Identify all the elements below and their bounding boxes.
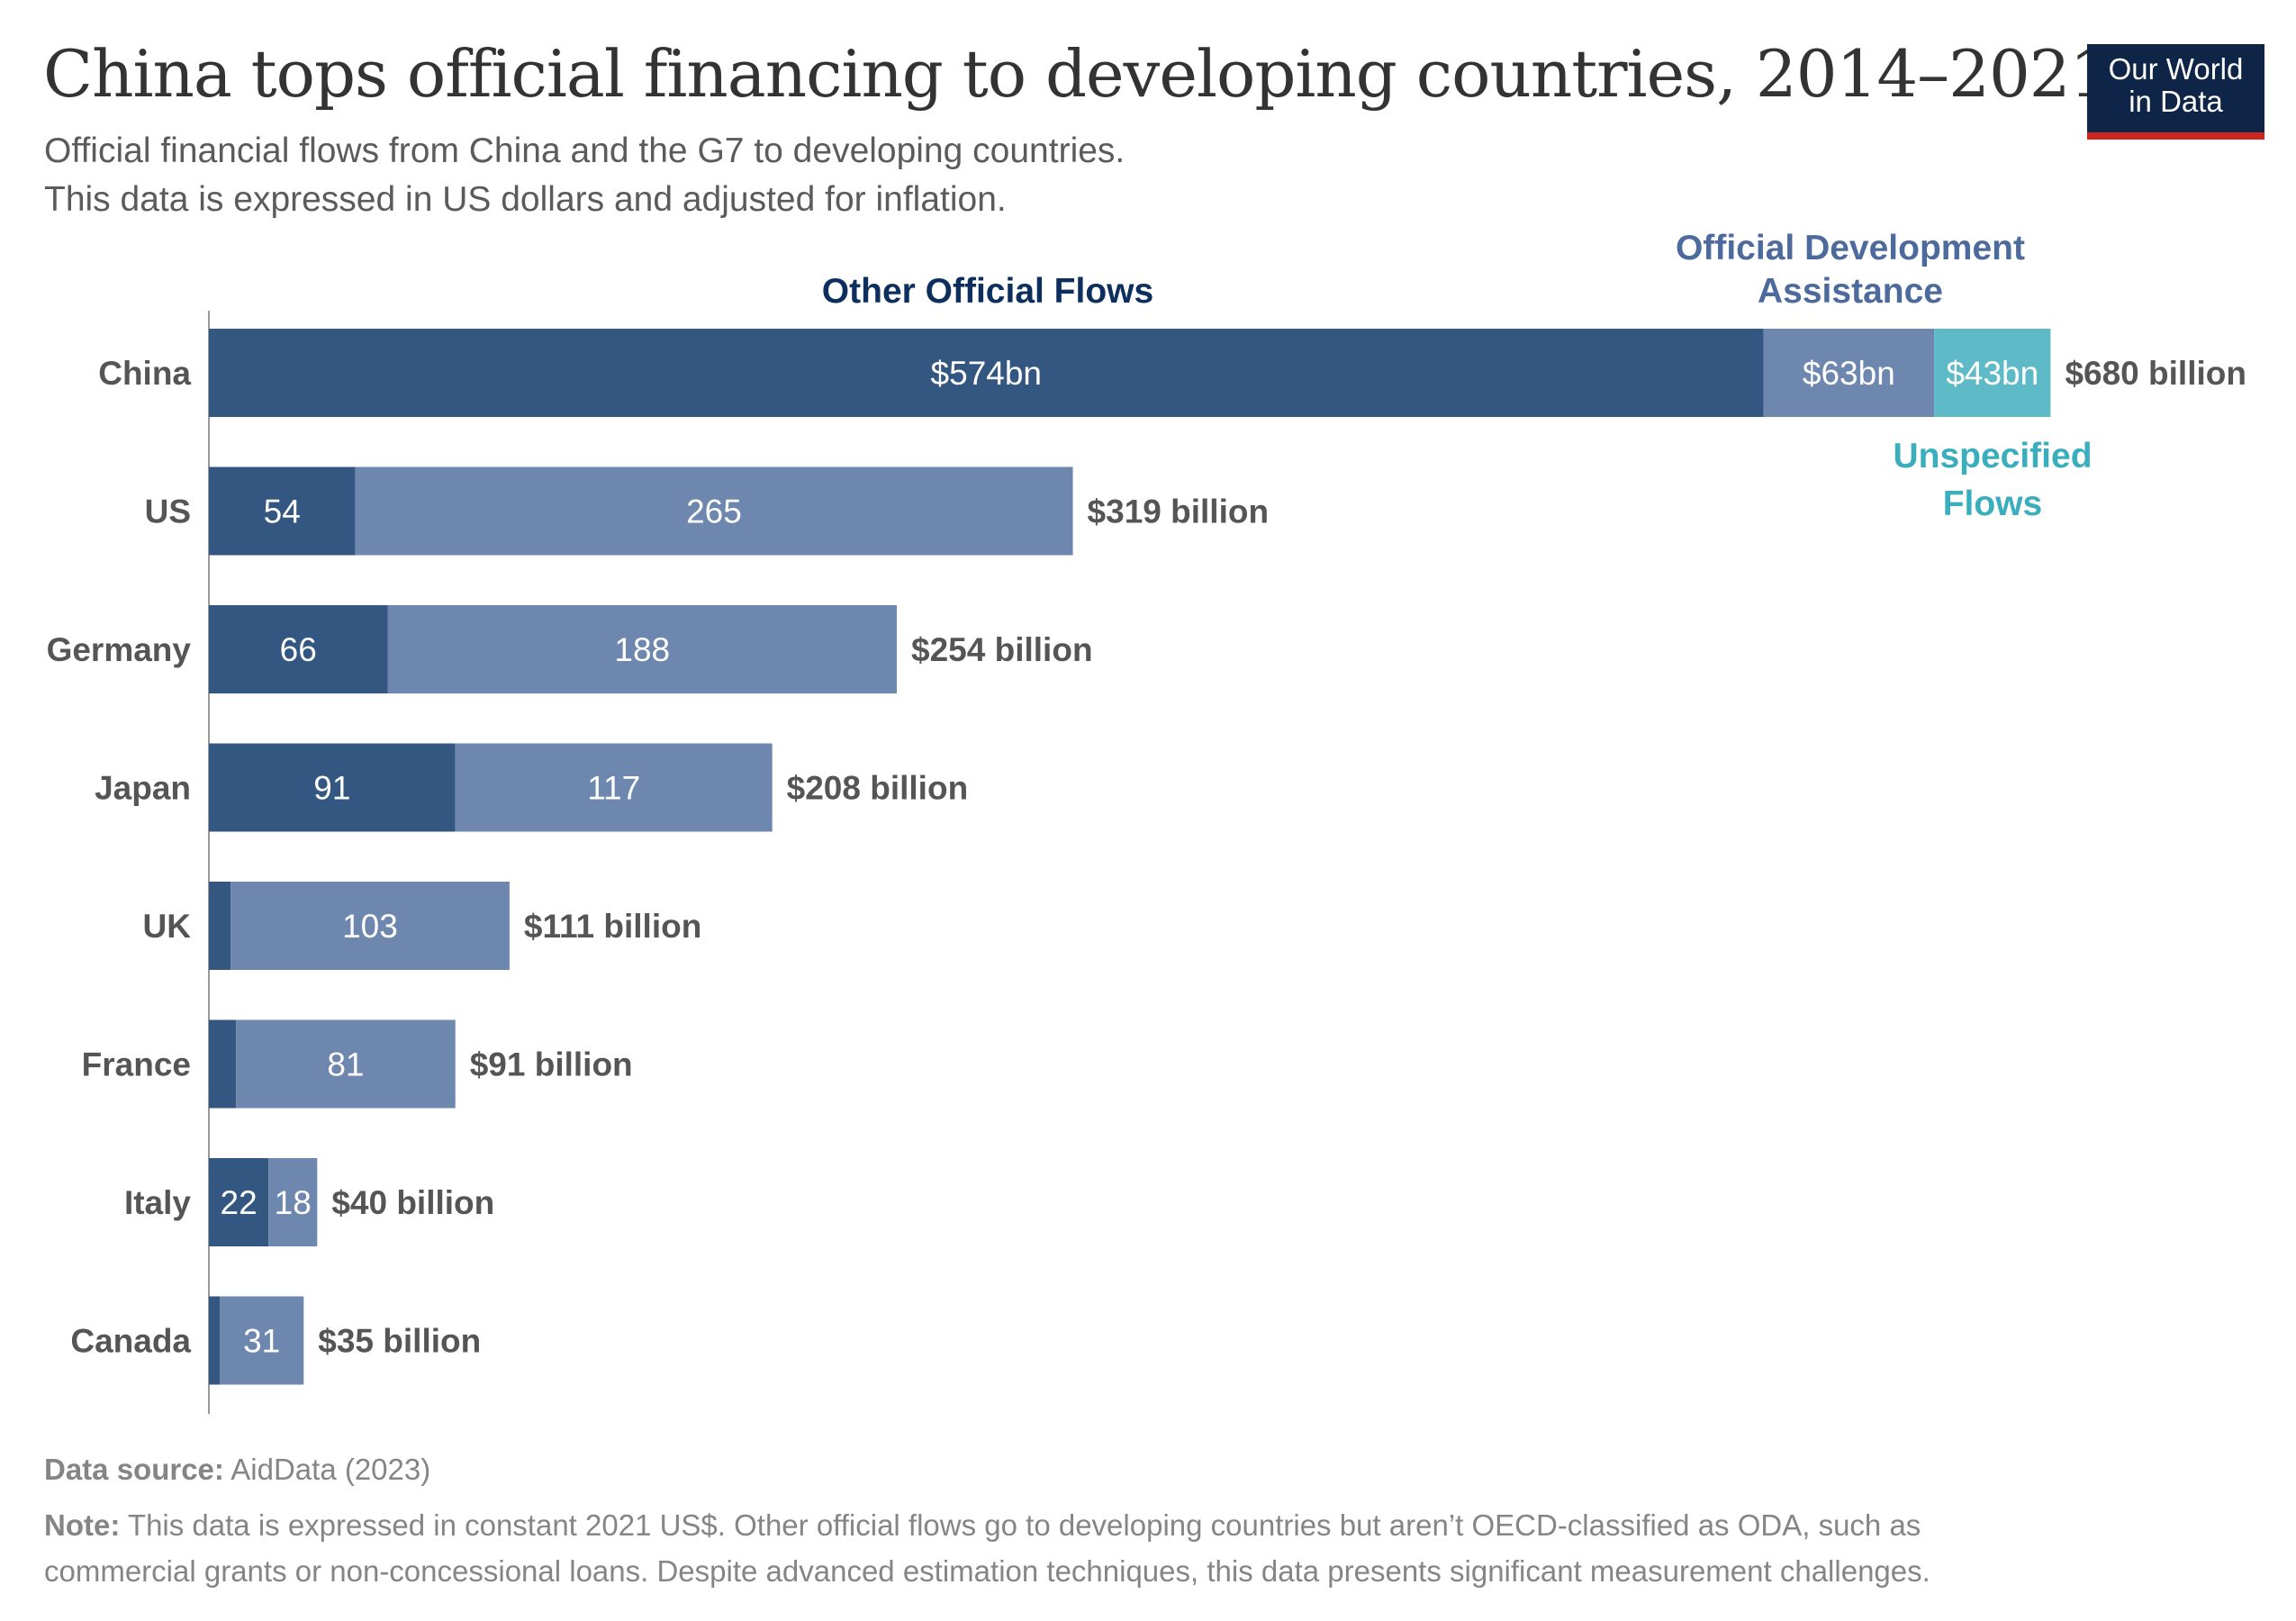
category-label-canada: Canada [70, 1323, 191, 1360]
series-label-1-line-1: Assistance [1758, 272, 1943, 311]
data-label-france-series-1: 81 [327, 1046, 364, 1083]
data-label-italy-series-1: 18 [275, 1184, 312, 1221]
data-label-uk-series-1: 103 [342, 908, 398, 945]
total-label-canada: $35 billion [318, 1323, 481, 1360]
total-label-us: $319 billion [1088, 494, 1270, 530]
data-label-china-series-2: $43bn [1946, 355, 2038, 392]
bar-japan-series-0 [209, 743, 456, 832]
chart-subtitle-line2: This data is expressed in US dollars and… [44, 180, 1007, 219]
data-source: Data source: AidData (2023) [44, 1453, 430, 1487]
series-label-1-line-0: Official Development [1676, 229, 2025, 267]
series-label-0-line-0: Other Official Flows [822, 272, 1153, 311]
note-text-1: This data is expressed in constant 2021 … [127, 1508, 1921, 1542]
bar-germany-series-1 [387, 605, 898, 693]
category-label-japan: Japan [95, 770, 191, 807]
bar-china-series-0 [209, 329, 1764, 417]
data-label-us-series-1: 265 [686, 494, 742, 530]
source-text: AidData (2023) [231, 1453, 431, 1486]
bar-france-series-0 [209, 1019, 237, 1109]
total-label-uk: $111 billion [524, 908, 701, 945]
bar-france-series-1 [236, 1019, 456, 1109]
bar-italy-series-0 [209, 1158, 269, 1246]
category-label-france: France [82, 1046, 191, 1083]
total-label-china: $680 billion [2065, 355, 2246, 392]
category-label-us: US [145, 494, 191, 530]
logo-line2: in Data [2129, 85, 2223, 118]
category-label-china: China [98, 355, 191, 392]
bar-italy-series-1 [268, 1158, 318, 1246]
bar-canada-series-0 [209, 1296, 221, 1385]
category-label-uk: UK [143, 908, 192, 945]
bar-uk-series-1 [231, 882, 510, 970]
bar-china-series-1 [1763, 329, 1935, 417]
series-label-2-line-0: Unspecified [1893, 437, 2092, 475]
series-label-2-line-1: Flows [1943, 484, 2043, 523]
note-line2: commercial grants or non-concessional lo… [44, 1554, 1930, 1588]
data-label-china-series-0: $574bn [931, 355, 1042, 392]
source-label: Data source: [44, 1453, 224, 1486]
chart-title: China tops official financing to develop… [43, 36, 2111, 112]
data-label-us-series-0: 54 [264, 494, 301, 530]
note-label: Note: [44, 1508, 121, 1542]
bar-canada-series-1 [220, 1296, 304, 1385]
bar-us-series-1 [355, 466, 1073, 556]
data-label-japan-series-0: 91 [313, 770, 350, 807]
note-line1: Note: This data is expressed in constant… [44, 1508, 1921, 1543]
data-label-china-series-1: $63bn [1803, 355, 1895, 392]
data-label-canada-series-1: 31 [243, 1323, 280, 1360]
total-label-italy: $40 billion [331, 1184, 494, 1221]
bar-us-series-0 [209, 466, 356, 556]
data-label-japan-series-1: 117 [587, 770, 640, 807]
category-label-italy: Italy [124, 1184, 191, 1221]
data-label-germany-series-0: 66 [280, 631, 317, 668]
bar-uk-series-0 [209, 882, 231, 970]
logo-line1: Our World [2108, 52, 2244, 86]
chart-subtitle-line1: Official financial flows from China and … [44, 131, 1125, 170]
logo-accent-bar [2087, 132, 2264, 140]
category-label-germany: Germany [47, 631, 192, 668]
total-label-germany: $254 billion [911, 631, 1093, 668]
data-label-germany-series-1: 188 [614, 631, 670, 668]
owid-logo[interactable]: Our World in Data [2087, 44, 2264, 140]
bar-japan-series-1 [455, 743, 773, 832]
total-label-japan: $208 billion [787, 770, 969, 807]
data-label-italy-series-0: 22 [221, 1184, 258, 1221]
bar-germany-series-0 [209, 605, 388, 693]
bar-china-series-2 [1934, 329, 2051, 417]
total-label-france: $91 billion [470, 1046, 633, 1083]
